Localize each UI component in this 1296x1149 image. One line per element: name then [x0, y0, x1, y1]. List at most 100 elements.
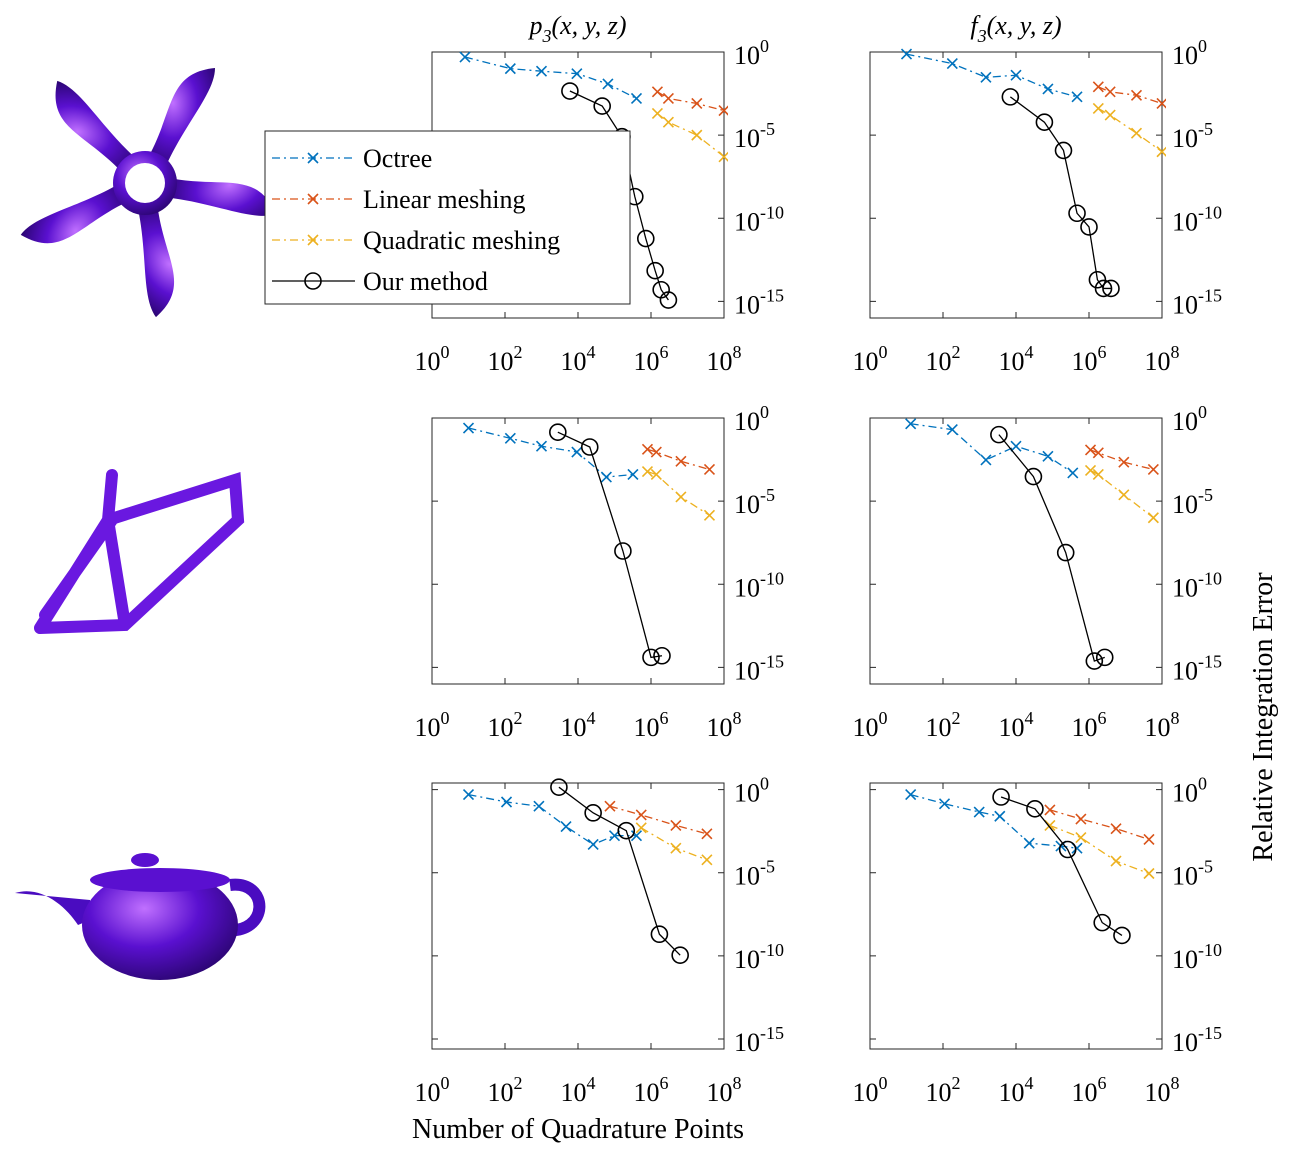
marker [587, 838, 599, 851]
marker [703, 509, 716, 521]
marker [462, 422, 475, 434]
legend-marker [304, 272, 322, 290]
marker [1035, 113, 1054, 131]
y-tick-label: 10-15 [1172, 285, 1222, 319]
x-tick-label: 104 [561, 1073, 596, 1107]
x-tick-label: 108 [707, 708, 742, 742]
marker [946, 58, 958, 70]
series-line [1009, 96, 1111, 290]
marker [500, 796, 513, 808]
x-tick-label: 106 [1072, 708, 1107, 742]
marker [646, 261, 664, 280]
x-tick-label: 106 [1072, 1073, 1107, 1107]
y-tick-label: 100 [734, 36, 769, 70]
marker [504, 63, 516, 75]
marker [1056, 543, 1075, 562]
series-line [468, 427, 634, 478]
y-tick-label: 100 [1172, 36, 1207, 70]
legend-marker [307, 193, 319, 205]
y-tick-label: 10-5 [1172, 485, 1213, 519]
marker [642, 648, 660, 667]
marker [650, 446, 662, 458]
series-line [657, 112, 725, 158]
marker [604, 800, 616, 812]
series-line [647, 448, 710, 471]
x-tick-label: 100 [853, 342, 888, 376]
marker [504, 432, 516, 444]
x-axis-label: Number of Quadrature Points [412, 1114, 744, 1145]
marker [535, 65, 548, 77]
marker [549, 423, 567, 441]
legend-box [264, 130, 631, 305]
marker [905, 418, 917, 430]
marker [1093, 913, 1112, 932]
plot-area [462, 422, 716, 667]
y-axis-label: Relative Integration Error [1248, 572, 1279, 862]
x-tick-label: 102 [926, 1073, 961, 1107]
marker [1085, 652, 1104, 670]
marker [1010, 440, 1022, 452]
y-tick-label: 100 [1172, 402, 1207, 436]
x-tick-label: 100 [415, 342, 450, 376]
x-tick-label: 102 [926, 342, 961, 376]
marker [1042, 83, 1054, 95]
marker [718, 105, 728, 117]
x-tick-label: 100 [853, 708, 888, 742]
marker [1113, 926, 1131, 945]
series-line [1098, 86, 1163, 105]
marker [1104, 109, 1116, 121]
series-line [558, 786, 681, 956]
plot-area [900, 48, 1166, 298]
marker [462, 789, 475, 801]
marker [1092, 468, 1104, 481]
x-tick-label: 100 [853, 1073, 888, 1107]
marker [1058, 840, 1077, 859]
legend: Octree Linear meshing Quadratic meshing Our… [264, 130, 631, 305]
marker [1042, 450, 1054, 462]
marker [1094, 279, 1113, 298]
x-tick-label: 108 [707, 1073, 742, 1107]
marker [1068, 204, 1086, 223]
marker [636, 229, 655, 248]
series-line [640, 827, 708, 861]
bike-frame-image [34, 469, 245, 634]
marker [571, 68, 583, 80]
plot-frame [431, 782, 725, 1050]
marker [1010, 69, 1022, 81]
marker [662, 116, 674, 128]
marker [691, 129, 703, 141]
x-tick-label: 104 [999, 708, 1034, 742]
marker [1026, 800, 1044, 818]
marker [614, 542, 632, 560]
plot-frame [431, 417, 725, 685]
x-tick-label: 108 [707, 342, 742, 376]
y-tick-label: 10-10 [734, 568, 784, 602]
marker [1024, 467, 1043, 486]
x-tick-label: 102 [488, 342, 523, 376]
x-tick-label: 100 [415, 1073, 450, 1107]
marker [701, 854, 713, 866]
marker [1110, 855, 1122, 867]
marker [671, 946, 689, 964]
marker [627, 468, 639, 481]
chart-title: p3(x, y, z) [527, 11, 626, 46]
marker [533, 800, 545, 812]
marker [980, 71, 992, 83]
marker [992, 788, 1010, 806]
marker [1067, 467, 1079, 479]
marker [659, 291, 678, 309]
marker [584, 804, 602, 822]
chart-title: f3(x, y, z) [970, 11, 1061, 46]
y-tick-label: 10-10 [734, 202, 784, 236]
plot-frame [869, 782, 1163, 1050]
marker [718, 151, 728, 163]
x-tick-label: 104 [999, 1073, 1034, 1107]
marker [670, 842, 682, 854]
y-tick-label: 100 [734, 402, 769, 436]
marker [459, 51, 471, 63]
marker [1130, 127, 1143, 139]
series-line [1090, 449, 1154, 471]
marker [561, 82, 579, 100]
marker [651, 86, 663, 98]
